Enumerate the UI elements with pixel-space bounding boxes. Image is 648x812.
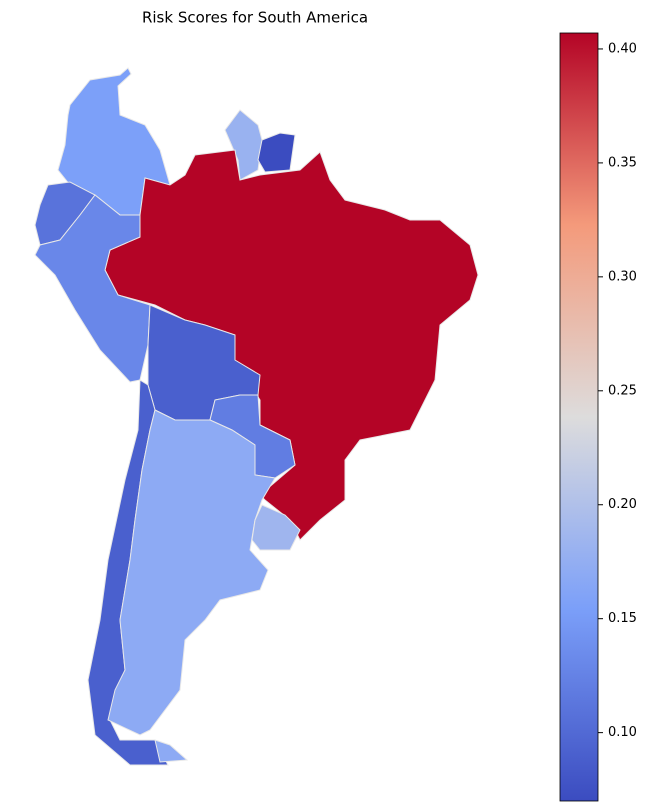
region	[34, 194, 151, 383]
map	[34, 67, 479, 766]
colorbar-tick-label: 0.30	[608, 269, 637, 284]
colorbar-tick-label: 0.25	[608, 383, 637, 398]
colorbar-tick-label: 0.35	[608, 155, 637, 170]
region	[107, 409, 276, 763]
colorbar-tick-label: 0.15	[608, 611, 637, 626]
region	[257, 132, 296, 173]
region	[251, 504, 301, 551]
chart-title: Risk Scores for South America	[142, 9, 368, 27]
colorbar-tick-label: 0.20	[608, 497, 637, 512]
colorbar-tick-label: 0.40	[608, 41, 637, 56]
colorbar-tick-label: 0.10	[608, 725, 637, 740]
colorbar	[559, 32, 599, 802]
